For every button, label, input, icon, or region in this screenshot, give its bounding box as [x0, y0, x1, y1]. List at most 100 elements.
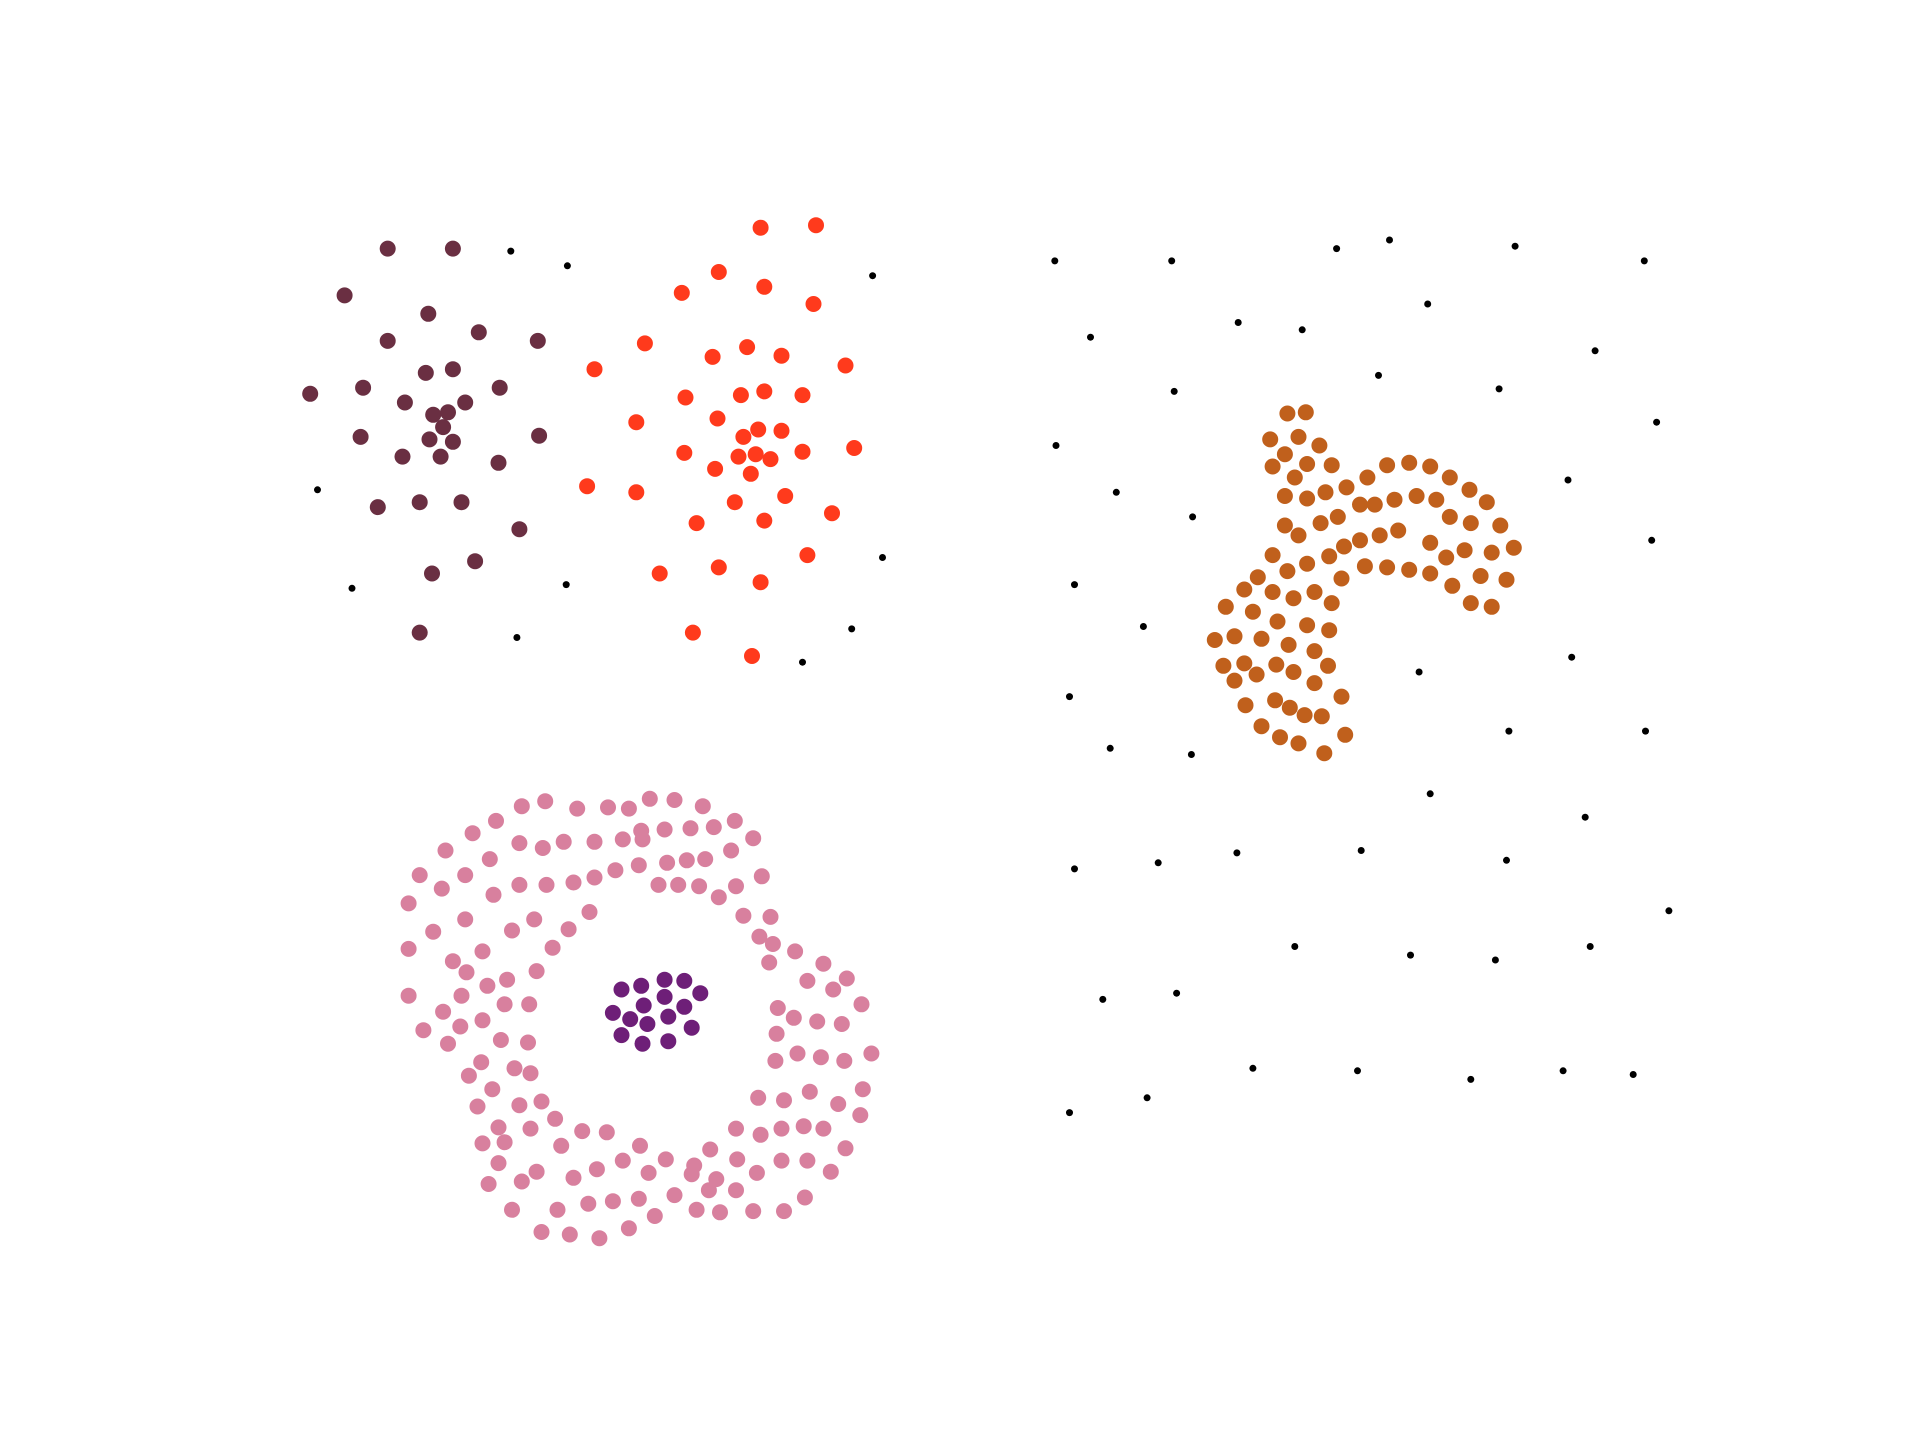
series-3-point-102 — [490, 1119, 507, 1136]
series-3-point-132 — [773, 1152, 790, 1169]
series-1-point-36 — [799, 547, 816, 564]
series-1-point-3 — [673, 284, 690, 301]
series-1-point-20 — [773, 422, 790, 439]
series-0-point-3 — [420, 305, 437, 322]
series-3-point-53 — [400, 940, 417, 957]
series-3-point-97 — [776, 1092, 792, 1109]
series-0-point-15 — [440, 404, 456, 421]
series-2-point-86 — [1253, 718, 1270, 735]
series-2-point-17 — [1317, 484, 1334, 501]
series-3-point-125 — [588, 1161, 605, 1178]
series-3-point-103 — [511, 1097, 528, 1114]
series-0-point-7 — [417, 364, 434, 381]
series-3-point-112 — [728, 1120, 744, 1137]
series-0-point-22 — [432, 448, 449, 465]
series-4-point-15 — [660, 1033, 677, 1050]
series-4-point-13 — [613, 1027, 630, 1044]
series-2-point-70 — [1462, 595, 1479, 612]
series-4-point-7 — [676, 998, 693, 1015]
series-2-point-84 — [1237, 697, 1254, 714]
series-4-point-4 — [692, 985, 709, 1002]
series-2-point-40 — [1483, 544, 1500, 561]
series-1-point-13 — [732, 387, 749, 404]
series-3-point-109 — [657, 1151, 674, 1168]
series-2-point-21 — [1386, 491, 1403, 508]
series-3-point-44 — [485, 886, 502, 903]
series-3-point-95 — [522, 1065, 539, 1082]
series-3-point-40 — [710, 889, 727, 906]
series-0-point-21 — [394, 448, 411, 465]
series-0-point-12 — [396, 394, 413, 411]
series-3-point-61 — [761, 954, 778, 971]
series-3-point-99 — [830, 1096, 847, 1112]
series-3-point-4 — [620, 800, 637, 817]
series-3-point-146 — [630, 1190, 647, 1207]
series-3-point-81 — [452, 1018, 469, 1035]
series-3-point-0 — [513, 798, 530, 815]
series-2-point-37 — [1422, 534, 1439, 551]
series-5-point-1 — [563, 262, 571, 270]
series-1-point-33 — [824, 505, 840, 522]
series-1-point-30 — [628, 484, 645, 501]
series-3-point-124 — [565, 1169, 582, 1186]
series-1-point-8 — [739, 339, 756, 356]
series-5-point-35 — [1187, 751, 1195, 758]
series-2-point-8 — [1323, 457, 1340, 474]
series-3-point-76 — [785, 1009, 802, 1026]
series-5-point-30 — [1071, 581, 1078, 589]
series-2-point-3 — [1290, 428, 1307, 445]
series-0-point-6 — [529, 332, 546, 349]
series-3-point-24 — [678, 852, 695, 869]
series-3-point-48 — [504, 922, 520, 939]
series-2-point-28 — [1492, 517, 1509, 534]
series-2-point-48 — [1401, 561, 1418, 578]
series-2-point-34 — [1352, 532, 1368, 549]
series-1-point-16 — [709, 410, 726, 427]
series-2-point-6 — [1264, 458, 1281, 475]
series-3-point-134 — [822, 1163, 839, 1180]
series-5-point-23 — [1495, 385, 1503, 393]
series-5 — [314, 236, 1673, 1117]
series-5-point-20 — [1591, 347, 1599, 355]
series-3-point-23 — [659, 854, 676, 871]
series-0-point-14 — [425, 406, 442, 423]
series-1-point-29 — [579, 478, 596, 495]
series-2-point-88 — [1290, 735, 1307, 752]
series-5-point-34 — [1066, 693, 1073, 701]
series-3-point-29 — [433, 880, 450, 897]
series-5-point-52 — [1173, 989, 1181, 997]
series-3-point-51 — [735, 907, 752, 924]
series-3-point-66 — [400, 987, 417, 1004]
series-5-point-26 — [1112, 488, 1120, 496]
series-2-point-85 — [1313, 708, 1330, 725]
series-2-point-71 — [1483, 598, 1500, 615]
series-5-point-31 — [1139, 623, 1147, 630]
series-1 — [579, 217, 863, 664]
series-2-point-22 — [1408, 488, 1425, 504]
series-2-point-33 — [1336, 538, 1352, 555]
series-5-point-50 — [1586, 943, 1594, 950]
series-3-point-117 — [852, 1107, 869, 1124]
series-3-point-25 — [697, 851, 714, 868]
series-3-point-126 — [614, 1152, 631, 1169]
series-5-point-11 — [1168, 257, 1176, 265]
series-1-point-9 — [773, 347, 790, 364]
series-5-point-0 — [507, 247, 515, 255]
series-5-point-21 — [1170, 387, 1178, 395]
series-2-point-60 — [1244, 603, 1261, 620]
series-3-point-21 — [614, 831, 631, 848]
series-5-point-57 — [1629, 1071, 1637, 1078]
series-3-point-31 — [511, 876, 528, 893]
series-0-point-8 — [444, 361, 461, 378]
series-5-point-56 — [1559, 1067, 1567, 1075]
series-0-point-5 — [379, 332, 396, 349]
series-5-point-2 — [869, 272, 877, 280]
series-2-point-72 — [1215, 657, 1232, 674]
series-3-point-20 — [586, 833, 603, 850]
series-3-point-35 — [607, 862, 624, 879]
series-3-point-47 — [526, 911, 543, 928]
series-3-point-52 — [762, 908, 779, 925]
series-3-point-19 — [555, 833, 572, 850]
series-3-point-56 — [544, 939, 561, 956]
